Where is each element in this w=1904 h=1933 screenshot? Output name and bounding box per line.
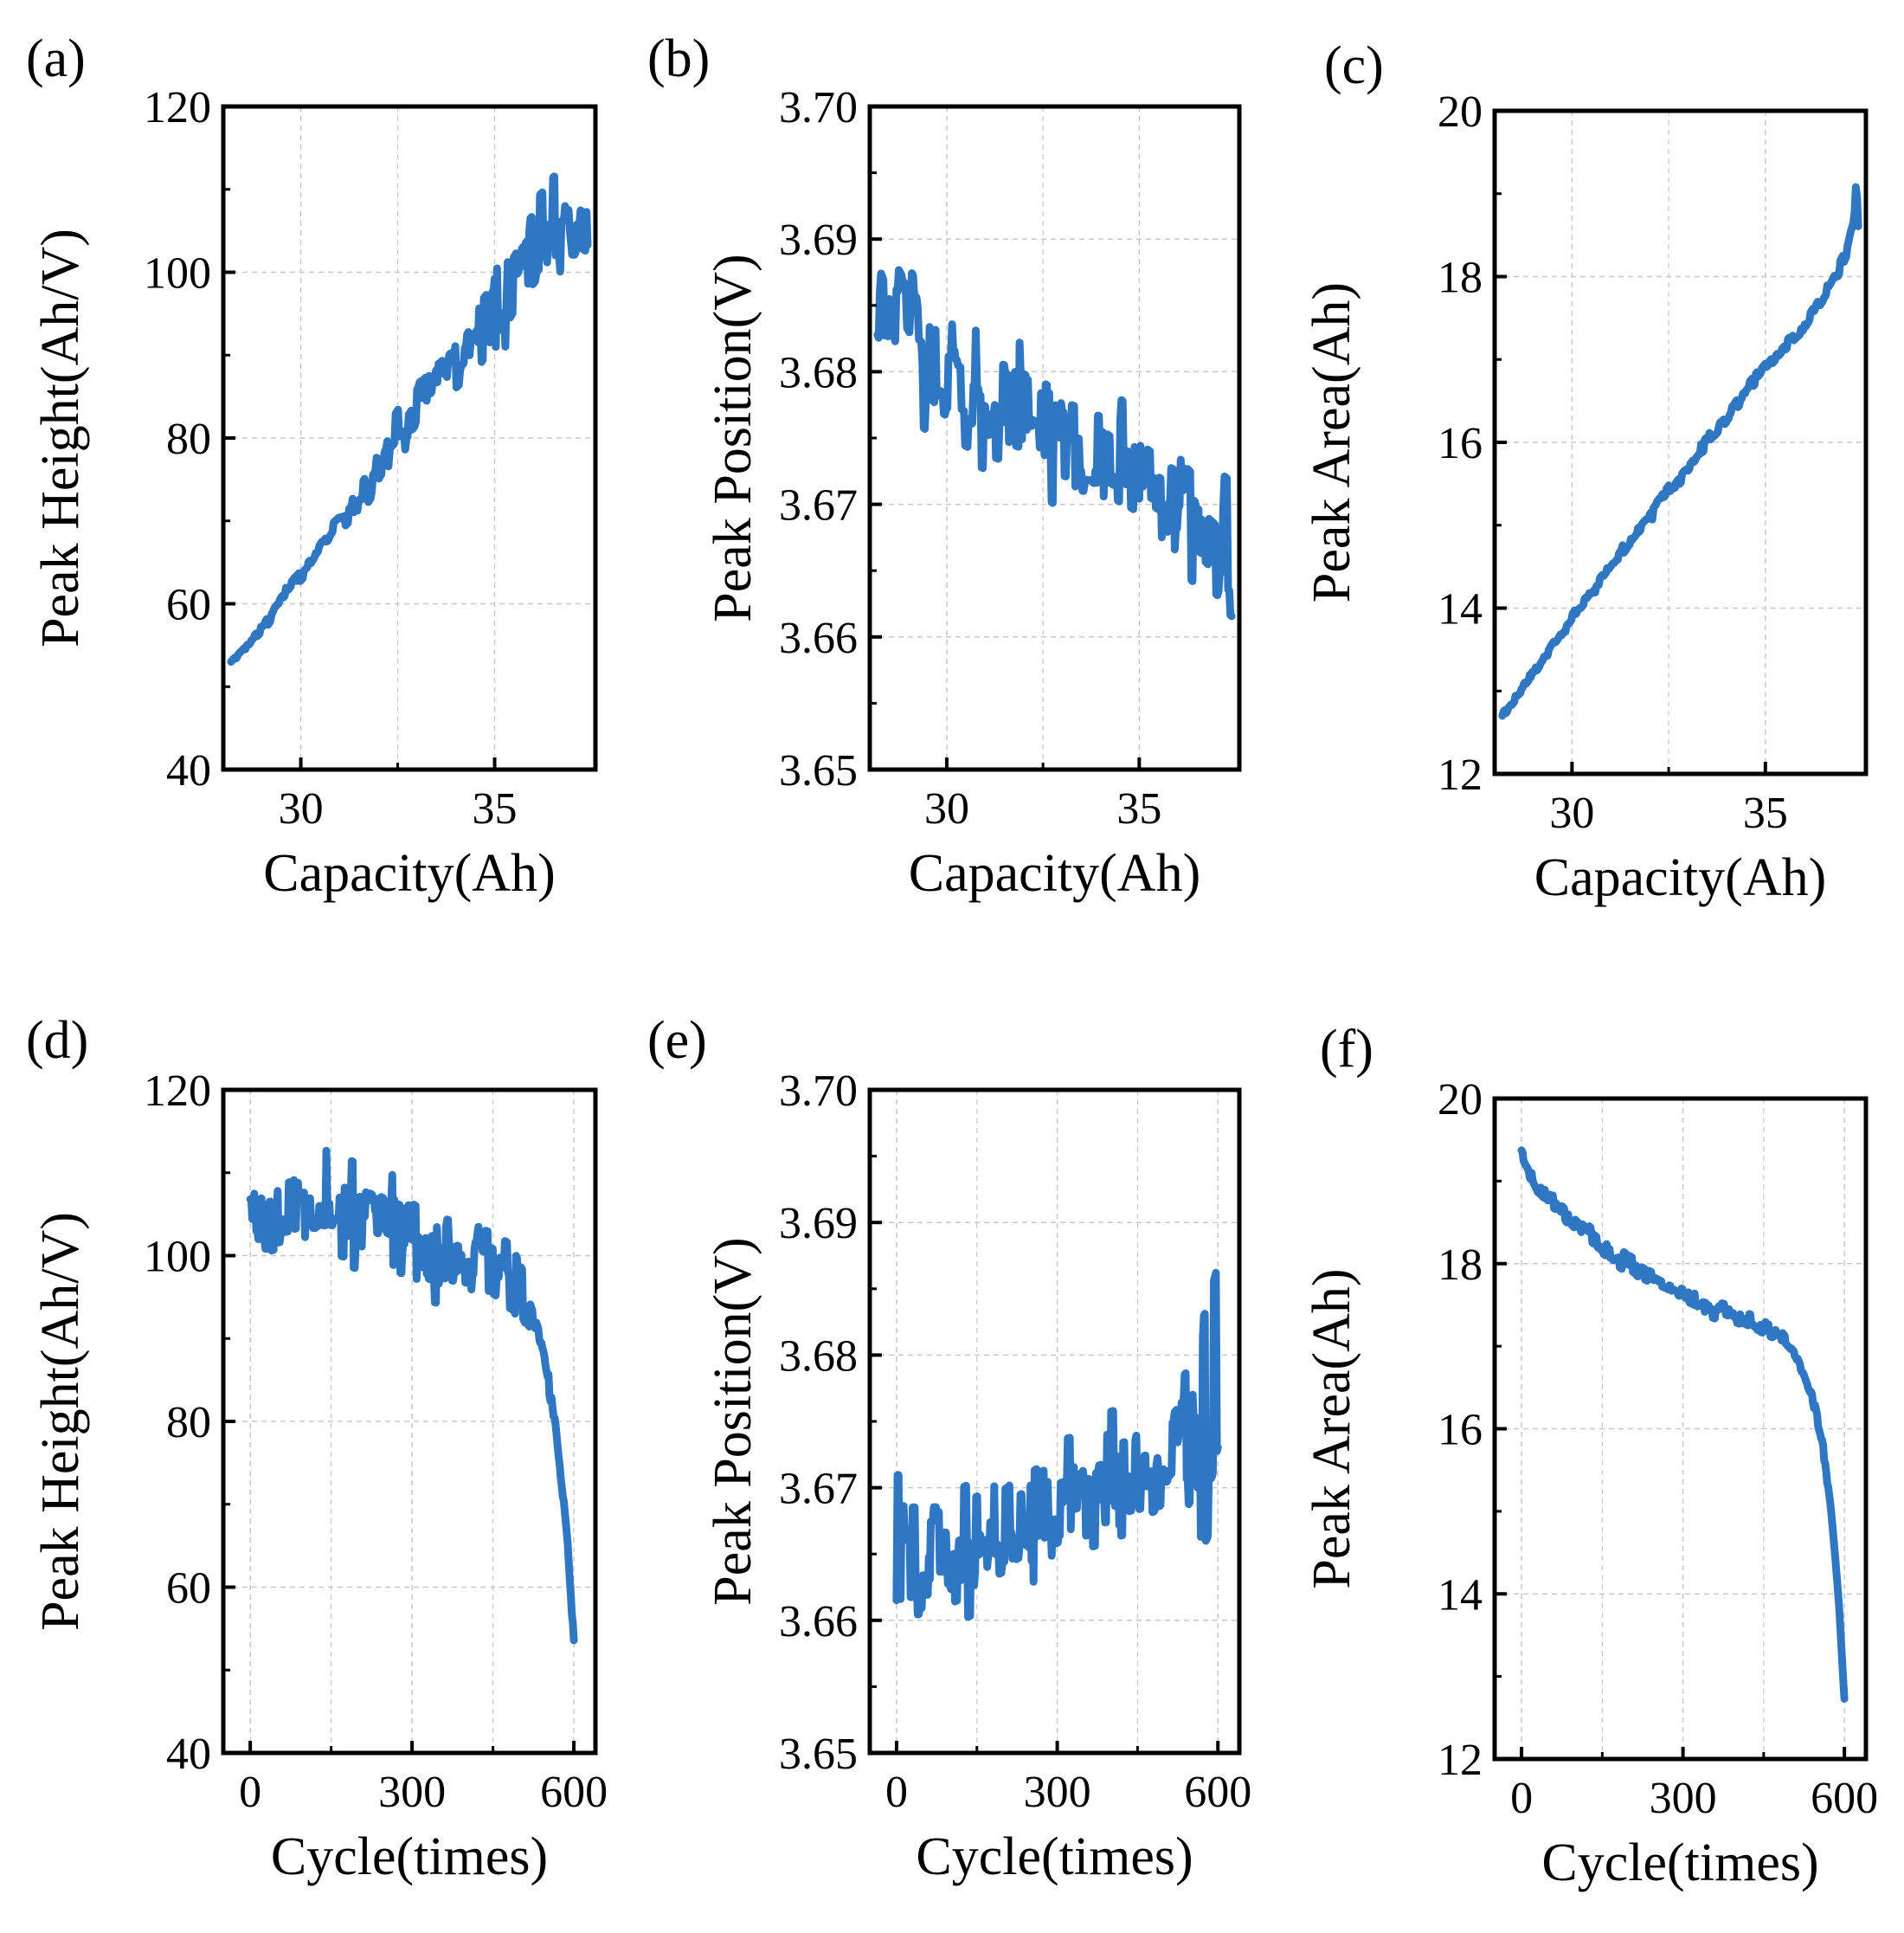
panel-letter: (d) <box>26 1011 88 1070</box>
panel-b: 30 35 3.65 3.66 3.67 3.68 3.69 3.70 Capacity(Ah)… <box>647 29 1242 903</box>
x-tick-label: 0 <box>885 1768 908 1817</box>
panel-c: 30 35 12 14 16 18 20 Capacity(Ah) Peak Area(Ah) (… <box>1303 36 1869 907</box>
y-axis-label: Peak Area(Ah) <box>1303 282 1361 602</box>
x-tick-label: 0 <box>1510 1774 1533 1823</box>
y-tick-label: 20 <box>1438 1075 1483 1124</box>
x-axis-label: Capacity(Ah) <box>263 844 555 903</box>
panel-f: 0 300 600 12 14 16 18 20 Cycle(times) Peak Area(A… <box>1303 1020 1878 1892</box>
y-tick-label: 3.67 <box>779 1465 858 1514</box>
x-axis-label: Capacity(Ah) <box>1534 848 1826 907</box>
y-tick-label: 80 <box>166 1398 211 1447</box>
series-line <box>246 1146 578 1645</box>
series-line <box>873 266 1236 621</box>
x-axis-label: Cycle(times) <box>271 1827 548 1886</box>
y-tick-label: 120 <box>144 83 211 132</box>
y-tick-label: 3.66 <box>779 1597 858 1646</box>
y-tick-label: 3.65 <box>779 746 858 796</box>
y-tick-label: 3.68 <box>779 348 858 397</box>
x-tick-label: 300 <box>1024 1768 1091 1817</box>
x-tick-label: 300 <box>1650 1774 1717 1823</box>
x-tick-label: 35 <box>1116 784 1161 834</box>
y-tick-label: 3.66 <box>779 614 858 663</box>
y-tick-label: 12 <box>1438 1736 1483 1785</box>
y-tick-label: 80 <box>166 415 211 464</box>
y-tick-label: 3.70 <box>779 83 858 132</box>
panel-d: 0 300 600 40 60 80 100 120 Cycle(times) Peak Heig… <box>26 1011 608 1886</box>
panel-e: 0 300 600 3.65 3.66 3.67 3.68 3.69 3.70 Cycle(tim… <box>647 1011 1251 1886</box>
y-tick-label: 20 <box>1438 87 1483 137</box>
y-tick-label: 40 <box>166 746 211 796</box>
x-tick-label: 0 <box>239 1768 261 1817</box>
panel-letter: (b) <box>647 29 710 88</box>
y-tick-label: 100 <box>144 1233 211 1282</box>
y-tick-label: 3.65 <box>779 1730 858 1779</box>
series-line <box>892 1268 1222 1621</box>
panel-letter: (e) <box>647 1011 707 1070</box>
y-tick-label: 14 <box>1438 1570 1483 1620</box>
y-axis-label: Peak Height(Ah/V) <box>31 229 90 648</box>
x-axis-label: Cycle(times) <box>1541 1833 1818 1892</box>
y-tick-label: 16 <box>1438 419 1483 468</box>
y-tick-label: 3.68 <box>779 1331 858 1381</box>
y-tick-label: 16 <box>1438 1406 1483 1455</box>
y-tick-label: 120 <box>144 1066 211 1116</box>
y-tick-label: 3.69 <box>779 1199 858 1248</box>
x-tick-label: 30 <box>924 784 969 834</box>
x-axis-label: Cycle(times) <box>916 1827 1193 1886</box>
x-axis-label: Capacity(Ah) <box>909 844 1200 903</box>
y-tick-label: 18 <box>1438 254 1483 303</box>
x-tick-label: 30 <box>1549 789 1594 838</box>
x-tick-label: 30 <box>279 784 324 834</box>
panel-letter: (f) <box>1320 1020 1373 1079</box>
x-tick-label: 600 <box>1184 1768 1251 1817</box>
y-tick-label: 12 <box>1438 751 1483 800</box>
y-tick-label: 14 <box>1438 585 1483 635</box>
series-line <box>1498 183 1862 720</box>
y-tick-label: 60 <box>166 581 211 630</box>
y-tick-label: 60 <box>166 1564 211 1614</box>
series-line <box>227 172 592 666</box>
y-axis-label: Peak Area(Ah) <box>1303 1268 1361 1588</box>
y-tick-label: 3.69 <box>779 216 858 265</box>
y-axis-label: Peak Position(V) <box>704 254 762 622</box>
x-tick-label: 300 <box>378 1768 446 1817</box>
y-tick-label: 18 <box>1438 1240 1483 1290</box>
y-tick-label: 3.70 <box>779 1066 858 1116</box>
y-axis-label: Peak Position(V) <box>704 1237 762 1605</box>
y-tick-label: 100 <box>144 249 211 299</box>
x-tick-label: 600 <box>540 1768 608 1817</box>
y-tick-label: 3.67 <box>779 481 858 531</box>
x-tick-label: 600 <box>1811 1774 1878 1823</box>
y-axis-label: Peak Height(Ah/V) <box>31 1212 90 1631</box>
y-tick-label: 40 <box>166 1730 211 1779</box>
x-tick-label: 35 <box>473 784 518 834</box>
panel-letter: (a) <box>26 29 86 88</box>
series-line <box>1517 1146 1849 1703</box>
x-tick-label: 35 <box>1743 789 1788 838</box>
panel-letter: (c) <box>1324 36 1384 95</box>
panel-a: 30 35 40 60 80 100 120 Capacity(Ah) Peak Height(… <box>26 29 598 903</box>
